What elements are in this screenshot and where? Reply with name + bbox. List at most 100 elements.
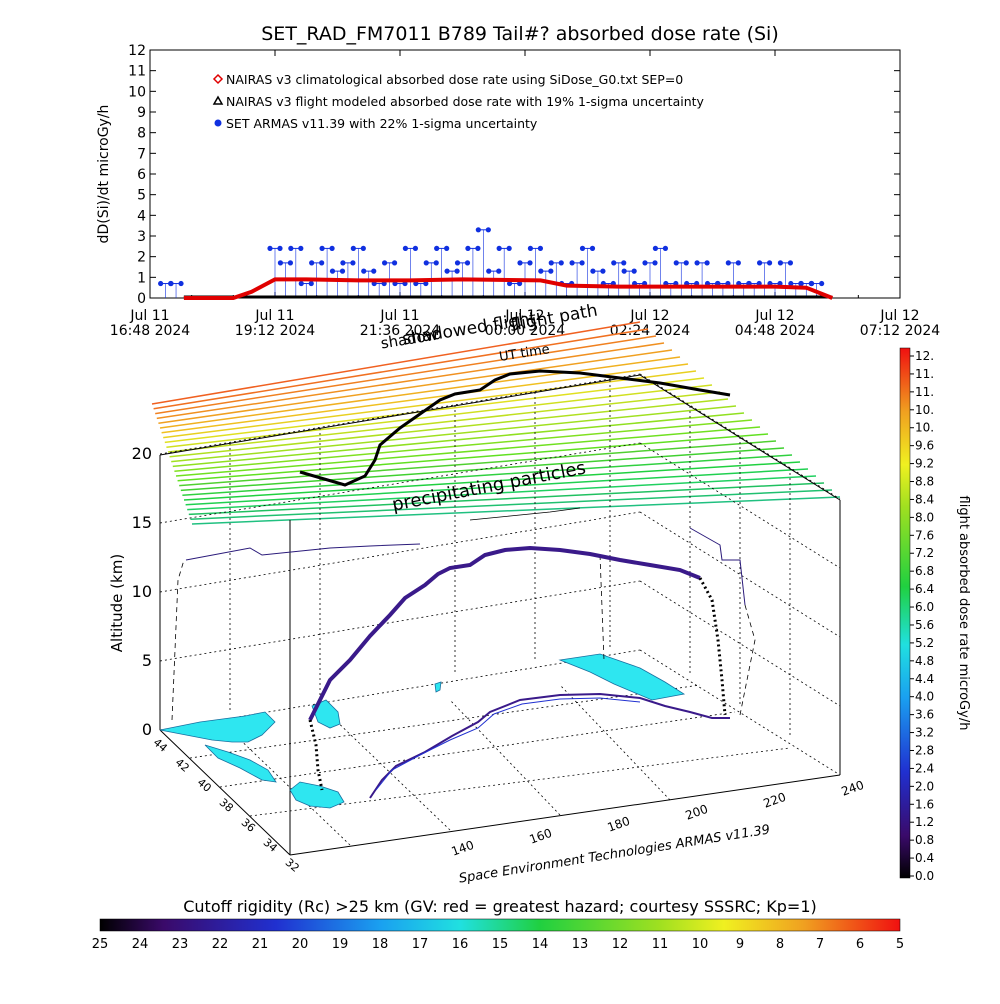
legend: NAIRAS v3 climatological absorbed dose r… xyxy=(212,72,705,131)
x-tick-label-time: 16:48 2024 xyxy=(110,323,191,339)
right-colorbar-tick-label: 0.0 xyxy=(915,869,934,883)
armas-point xyxy=(308,280,314,287)
armas-point xyxy=(465,245,471,251)
armas-point xyxy=(433,260,439,266)
armas-point xyxy=(756,260,763,266)
armas-point xyxy=(527,245,534,251)
y-tick-label: 11 xyxy=(128,64,146,80)
right-colorbar-tick-label: 8.8 xyxy=(915,475,934,489)
precip-line xyxy=(183,461,801,501)
armas-point xyxy=(579,245,586,251)
grid-line-altitude xyxy=(639,649,841,776)
armas-point xyxy=(277,260,284,266)
x-tick-label-time: 02:24 2024 xyxy=(610,323,691,339)
bottom-colorbar-title: Cutoff rigidity (Rc) >25 km (GV: red = g… xyxy=(183,897,817,916)
latitude-tick-label: 44 xyxy=(151,736,170,755)
right-colorbar-tick-label: 1.2 xyxy=(915,815,934,829)
right-colorbar-ticks: 12. 11. 11. 10. 10. 9.6 9.2 8.8 8.4 8.0 7.6 7.2 6.8 6… xyxy=(910,349,934,883)
precip-line xyxy=(187,475,817,511)
longitude-tick-label: 220 xyxy=(761,790,787,811)
land-island-small xyxy=(311,699,341,729)
series-group xyxy=(158,227,834,300)
bottom-colorbar-tick-label: 13 xyxy=(572,937,589,952)
grid-line-floor xyxy=(219,711,736,788)
armas-point xyxy=(329,268,336,274)
bottom-colorbar-tick-label: 10 xyxy=(692,937,709,952)
armas-point xyxy=(538,268,544,274)
precip-line xyxy=(171,405,737,463)
armas-point xyxy=(309,260,315,266)
back-wall-line xyxy=(469,507,581,521)
precip-line xyxy=(177,433,769,482)
bottom-colorbar-tick-label: 19 xyxy=(332,937,349,952)
right-colorbar-tick-label: 2.0 xyxy=(915,779,934,793)
right-colorbar-tick-label: 10. xyxy=(915,403,934,417)
armas-point xyxy=(464,260,471,266)
armas-point xyxy=(600,268,606,274)
precip-line xyxy=(166,384,713,448)
grid-line-altitude xyxy=(639,511,841,638)
altitude-axis-label: Altitude (km) xyxy=(108,554,126,652)
armas-point xyxy=(496,245,502,251)
armas-point xyxy=(506,280,513,287)
longitude-tick-label: 240 xyxy=(839,778,865,799)
armas-point xyxy=(506,245,512,251)
bottom-colorbar-tick-label: 25 xyxy=(92,937,109,952)
x-tick-label-time: 19:12 2024 xyxy=(235,323,316,339)
precipitating-particles-label: precipitating particles xyxy=(390,458,587,516)
grid-line-altitude xyxy=(159,580,641,662)
x-tick-label-day: Jul 11 xyxy=(129,308,169,324)
armas-point xyxy=(402,245,409,251)
x-tick-label-day: Jul 11 xyxy=(379,308,419,324)
longitude-tick-label: 200 xyxy=(683,802,709,823)
armas-point xyxy=(360,245,366,251)
x-tick-label-time: 04:48 2024 xyxy=(735,323,816,339)
land-masses xyxy=(159,653,686,809)
bottom-colorbar-gradient xyxy=(99,918,901,932)
armas-point xyxy=(423,280,429,287)
precip-line xyxy=(175,426,761,477)
grid-line-altitude xyxy=(639,580,841,707)
back-wall-profile xyxy=(185,543,421,561)
chart-title: SET_RAD_FM7011 B789 Tail#? absorbed dose… xyxy=(261,23,779,45)
right-wall-profile xyxy=(689,527,746,606)
grid-line-altitude xyxy=(639,373,841,500)
x-tick-label-day: Jul 12 xyxy=(629,308,669,324)
land-honshu xyxy=(204,744,277,783)
bottom-colorbar-tick-label: 17 xyxy=(412,937,429,952)
armas-point xyxy=(391,260,398,266)
armas-point xyxy=(339,268,346,274)
y-tick-label: 10 xyxy=(128,84,146,100)
armas-point xyxy=(454,268,460,274)
latitude-tick-label: 38 xyxy=(217,796,236,815)
precip-line xyxy=(174,419,753,472)
precip-line xyxy=(188,482,825,516)
armas-point xyxy=(496,268,502,274)
altitude-tick-label: 15 xyxy=(132,513,152,532)
bottom-colorbar-tick-label: 22 xyxy=(212,937,229,952)
right-colorbar-tick-label: 10. xyxy=(915,421,934,435)
armas-point xyxy=(319,245,325,251)
latitude-tick-label: 34 xyxy=(261,836,280,855)
armas-point xyxy=(809,280,815,287)
x-tick-label-day: Jul 11 xyxy=(254,308,294,324)
drop-line-left xyxy=(171,559,185,721)
box-edge xyxy=(159,374,641,456)
armas-point xyxy=(683,260,689,266)
y-tick-label: 3 xyxy=(137,229,146,245)
grid-line-altitude xyxy=(159,442,641,524)
grid-line-floor xyxy=(449,699,561,816)
y-tick-label: 4 xyxy=(137,208,146,224)
right-colorbar-tick-label: 8.4 xyxy=(915,492,934,506)
legend-marker-diamond-icon xyxy=(212,73,224,85)
armas-point xyxy=(423,260,429,266)
precip-line xyxy=(156,342,665,420)
right-colorbar-label: flight absorbed dose rate microGy/h xyxy=(956,496,971,731)
precip-line xyxy=(179,440,777,487)
y-tick-label: 0 xyxy=(137,291,146,307)
land-dot xyxy=(434,681,442,693)
x-tick-label-time: 07:12 2024 xyxy=(860,323,941,339)
right-colorbar-tick-label: 6.4 xyxy=(915,582,934,596)
grid-line-altitude xyxy=(639,442,841,569)
